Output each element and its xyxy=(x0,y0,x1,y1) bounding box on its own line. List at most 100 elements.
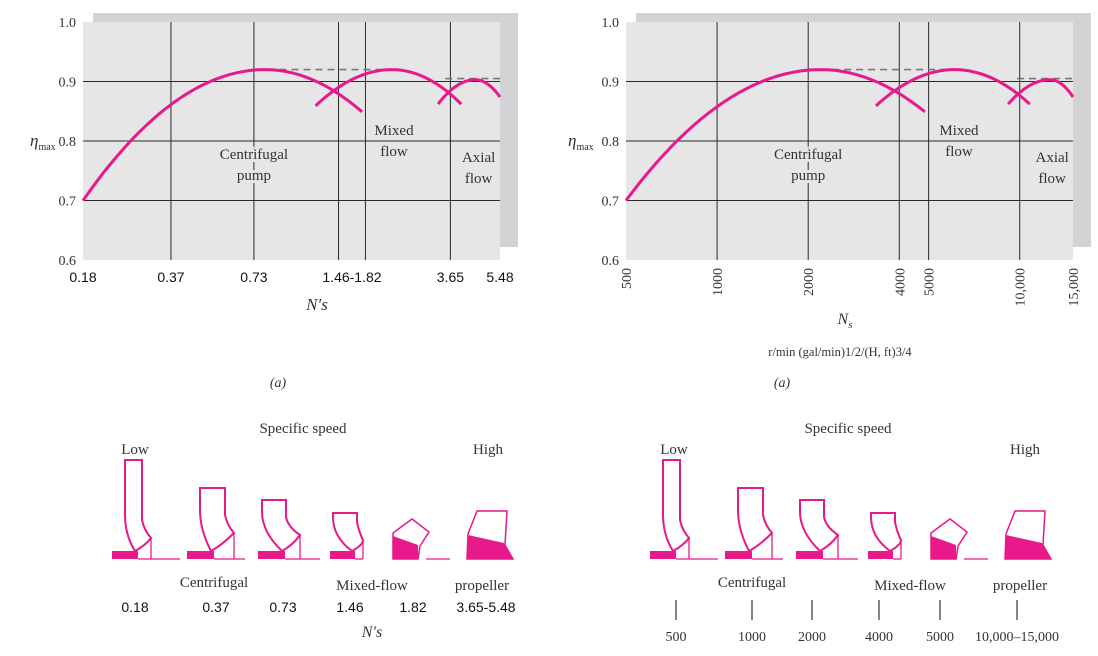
ytick-label: 1.0 xyxy=(602,16,620,31)
region-label: Mixed xyxy=(374,123,414,139)
efficiency-curve-2 xyxy=(1007,78,1075,106)
ylabel-subscript: max xyxy=(38,142,55,153)
value-right-4: 5000 xyxy=(926,630,954,645)
efficiency-curve-1 xyxy=(874,68,1031,108)
value-right-2: 2000 xyxy=(798,630,826,645)
xtick-label: 4000 xyxy=(893,268,908,296)
impeller-diagram-left: Specific speed Low High Centrifugal Mixe… xyxy=(112,421,516,641)
ytick-label: 1.0 xyxy=(59,16,77,31)
impeller-mixed-flow-hub xyxy=(931,536,956,559)
impeller-propeller-hub xyxy=(467,535,513,559)
region-label: flow xyxy=(945,144,973,160)
region-label: pump xyxy=(237,168,271,184)
region-label: pump xyxy=(791,168,825,184)
xtick-label: 0.18 xyxy=(69,269,96,285)
region-label: Axial xyxy=(462,150,495,166)
xtick-label: 1000 xyxy=(711,268,726,296)
impeller-shroud xyxy=(737,487,774,552)
caption-right: (a) xyxy=(774,376,791,391)
caption-left: (a) xyxy=(270,376,287,391)
impeller-propeller-hub xyxy=(1005,535,1051,559)
units-label-right: r/min (gal/min)1/2/(H, ft)3/4 xyxy=(768,345,912,359)
impeller-hub xyxy=(868,551,893,559)
efficiency-chart-ns: 1.0 0.9 0.8 0.7 0.6 ηmax 500 1000 2000 4000 5000 10… xyxy=(568,13,1091,307)
impeller-shroud xyxy=(261,499,302,552)
impeller-hub xyxy=(330,551,355,559)
xlabel-left: N′s xyxy=(305,295,328,314)
xtick-label: 2000 xyxy=(802,268,817,296)
category-centrifugal-left: Centrifugal xyxy=(180,575,248,591)
ylabel: ηmax xyxy=(30,131,56,153)
category-mixed-flow-left: Mixed-flow xyxy=(336,578,408,594)
value-right-3: 4000 xyxy=(865,630,893,645)
impeller-hub xyxy=(112,551,138,559)
category-centrifugal-right: Centrifugal xyxy=(718,575,786,591)
value-left-1: 0.37 xyxy=(202,599,229,615)
category-propeller-right: propeller xyxy=(993,578,1047,594)
region-label: Axial xyxy=(1035,150,1068,166)
category-propeller-left: propeller xyxy=(455,578,509,594)
impeller-shroud xyxy=(870,512,903,552)
efficiency-curve-1 xyxy=(314,68,463,107)
xtick-label: 1.46-1.82 xyxy=(322,269,381,285)
ytick-label: 0.8 xyxy=(59,135,77,150)
xlabel-right: Ns xyxy=(837,311,853,331)
impeller-shroud xyxy=(799,499,840,552)
value-left-2: 0.73 xyxy=(269,599,296,615)
low-label-right: Low xyxy=(660,442,688,458)
impeller-hub xyxy=(725,551,752,559)
xtick-label: 500 xyxy=(620,268,635,289)
region-label: Centrifugal xyxy=(774,147,842,163)
xtick-label: 10,000 xyxy=(1014,268,1029,307)
value-right-1: 1000 xyxy=(738,630,766,645)
xtick-label: 0.37 xyxy=(157,269,184,285)
low-label-left: Low xyxy=(121,442,149,458)
xlabel-right-subscript: s xyxy=(848,319,852,331)
xtick-label: 3.65 xyxy=(437,269,464,285)
impeller-hub xyxy=(258,551,285,559)
xtick-label: 15,000 xyxy=(1067,268,1082,307)
xlabel-right-main: N xyxy=(837,311,850,328)
region-label: flow xyxy=(465,171,493,187)
efficiency-curve-2 xyxy=(436,78,502,105)
ytick-label: 0.6 xyxy=(59,254,77,269)
xtick-label: 0.73 xyxy=(240,269,267,285)
impeller-hub xyxy=(796,551,823,559)
value-left-0: 0.18 xyxy=(121,599,148,615)
region-label: Mixed xyxy=(939,123,979,139)
value-left-4: 1.82 xyxy=(399,599,426,615)
efficiency-chart-ns-prime: 1.0 0.9 0.8 0.7 0.6 ηmax 0.18 0.37 0.73 1.46-1.82… xyxy=(30,13,518,285)
ytick-label: 0.8 xyxy=(602,135,620,150)
value-right-0: 500 xyxy=(666,630,687,645)
value-right-5: 10,000–15,000 xyxy=(975,630,1059,645)
xtick-label: 5.48 xyxy=(486,269,513,285)
impeller-hub xyxy=(650,551,676,559)
ytick-label: 0.7 xyxy=(59,195,77,210)
impeller-shroud xyxy=(199,487,236,552)
ytick-label: 0.9 xyxy=(602,76,620,91)
category-mixed-flow-right: Mixed-flow xyxy=(874,578,946,594)
efficiency-curve-0 xyxy=(624,68,926,202)
impeller-shroud xyxy=(662,459,691,552)
impeller-shroud xyxy=(332,512,365,552)
specific-speed-title-right: Specific speed xyxy=(804,421,892,437)
impeller-shroud xyxy=(124,459,153,552)
region-label: flow xyxy=(1038,171,1066,187)
ytick-label: 0.7 xyxy=(602,195,620,210)
value-left-5: 3.65-5.48 xyxy=(456,599,515,615)
specific-speed-title-left: Specific speed xyxy=(259,421,347,437)
axis-label-left-impellers: N′s xyxy=(361,624,382,641)
ylabel-eta: η xyxy=(30,131,38,150)
ytick-label: 0.9 xyxy=(59,76,77,91)
high-label-right: High xyxy=(1010,442,1041,458)
high-label-left: High xyxy=(473,442,504,458)
efficiency-curve-0 xyxy=(81,68,363,202)
ylabel: ηmax xyxy=(568,131,594,153)
impeller-hub xyxy=(187,551,214,559)
region-label: flow xyxy=(380,144,408,160)
ylabel-subscript: max xyxy=(576,142,593,153)
ylabel-eta: η xyxy=(568,131,576,150)
xtick-label: 5000 xyxy=(923,268,938,296)
impeller-mixed-flow-hub xyxy=(393,536,418,559)
region-label: Centrifugal xyxy=(220,147,288,163)
